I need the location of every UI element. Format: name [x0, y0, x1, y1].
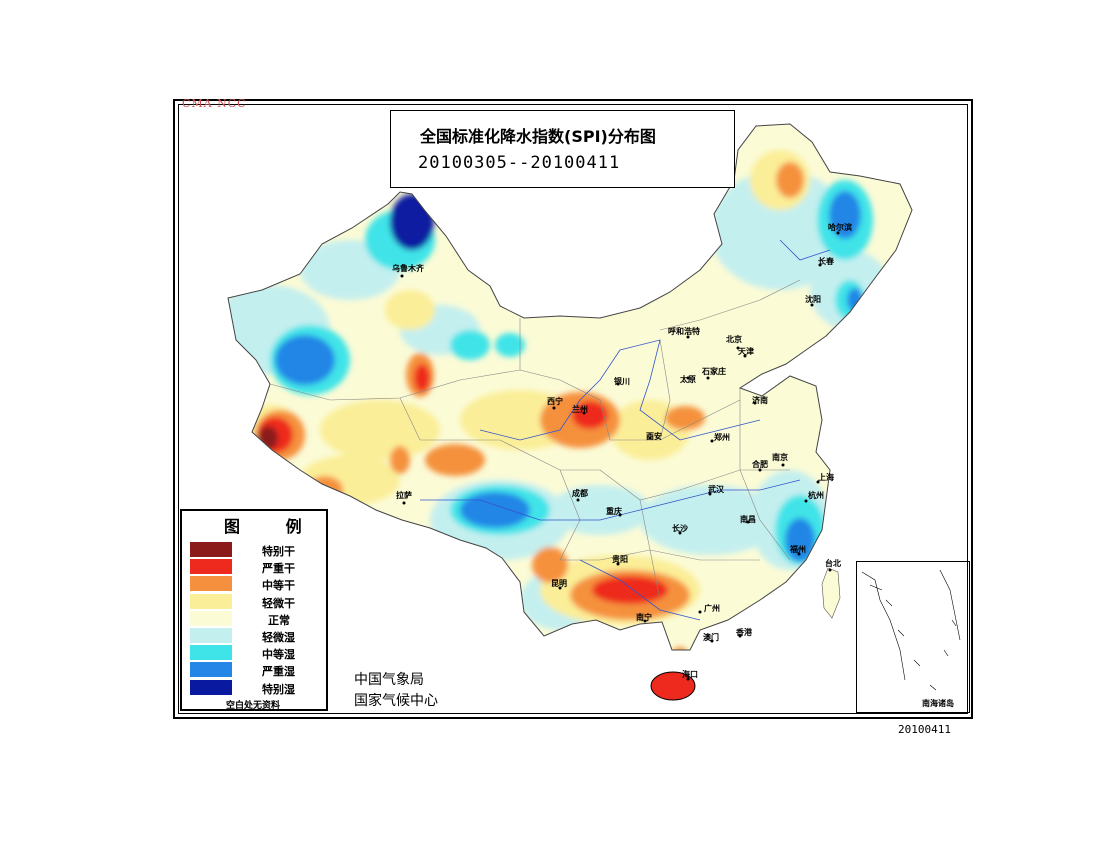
legend-swatch	[190, 559, 232, 574]
legend-label: 轻微湿	[262, 631, 295, 644]
south-china-sea-inset-lines	[861, 569, 961, 691]
watermark: CMA NCC	[182, 97, 247, 110]
legend-label: 中等干	[262, 579, 295, 592]
legend-label: 严重湿	[262, 665, 295, 678]
city-label: 哈尔滨	[828, 223, 852, 232]
city-label: 台北	[825, 559, 841, 568]
city-label: 郑州	[714, 433, 730, 442]
city-label: 海口	[682, 670, 698, 679]
taiwan-island	[821, 567, 841, 619]
city-label: 呼和浩特	[668, 327, 700, 336]
spi-color-field	[228, 150, 890, 650]
city-label: 昆明	[551, 579, 567, 588]
city-label: 银川	[614, 377, 630, 386]
city-label: 成都	[572, 489, 588, 498]
legend-swatch	[190, 680, 232, 695]
city-label: 澳门	[703, 633, 719, 642]
map-frame-outer	[173, 99, 973, 719]
city-label: 兰州	[572, 405, 588, 414]
city-markers	[400, 231, 840, 681]
legend-label: 特别干	[262, 545, 295, 558]
legend-swatch	[190, 594, 232, 609]
city-label: 武汉	[708, 485, 724, 494]
city-label: 香港	[736, 628, 752, 637]
city-label: 西安	[646, 432, 662, 441]
organization-name: 中国气象局	[354, 672, 424, 688]
legend-swatch	[190, 542, 232, 557]
city-label: 合肥	[752, 460, 768, 469]
city-label: 广州	[704, 604, 720, 613]
legend-label: 特别湿	[262, 683, 295, 696]
legend-label: 正常	[268, 614, 290, 627]
city-label: 长沙	[672, 524, 688, 533]
city-label: 乌鲁木齐	[392, 264, 424, 273]
city-label: 杭州	[808, 491, 824, 500]
legend-swatch	[190, 611, 232, 626]
city-label: 重庆	[606, 507, 622, 516]
city-label: 南京	[772, 453, 788, 462]
city-label: 福州	[790, 545, 806, 554]
inset-label: 南海诸岛	[922, 699, 954, 708]
organization-subname: 国家气候中心	[354, 693, 438, 709]
legend-label: 轻微干	[262, 597, 295, 610]
legend-title: 图 例	[224, 517, 322, 536]
legend-label: 中等湿	[262, 648, 295, 661]
rivers	[420, 239, 831, 621]
city-label: 太原	[680, 375, 696, 384]
south-china-sea-inset	[856, 561, 970, 713]
city-label: 北京	[726, 335, 742, 344]
city-label: 济南	[752, 396, 768, 405]
city-label: 贵阳	[612, 555, 628, 564]
date-range: 20100305--20100411	[418, 153, 621, 173]
legend-swatch	[190, 628, 232, 643]
legend-label: 严重干	[262, 562, 295, 575]
city-label: 南昌	[740, 515, 756, 524]
footer-date: 20100411	[898, 723, 951, 736]
title-box	[390, 110, 735, 188]
city-label: 沈阳	[805, 295, 821, 304]
city-label: 南宁	[636, 613, 652, 622]
legend-swatch	[190, 662, 232, 677]
legend-swatch	[190, 576, 232, 591]
legend-note: 空白处无资料	[226, 701, 281, 711]
city-label: 天津	[738, 347, 754, 356]
china-border	[227, 123, 913, 651]
city-label: 石家庄	[702, 367, 726, 376]
city-label: 西宁	[547, 397, 563, 406]
city-label: 长春	[818, 257, 834, 266]
map-frame-inner	[178, 104, 968, 714]
hainan-island	[650, 671, 696, 701]
legend-swatch	[190, 645, 232, 660]
map-title: 全国标准化降水指数(SPI)分布图	[420, 127, 656, 146]
city-label: 拉萨	[396, 491, 412, 500]
city-label: 上海	[818, 473, 834, 482]
